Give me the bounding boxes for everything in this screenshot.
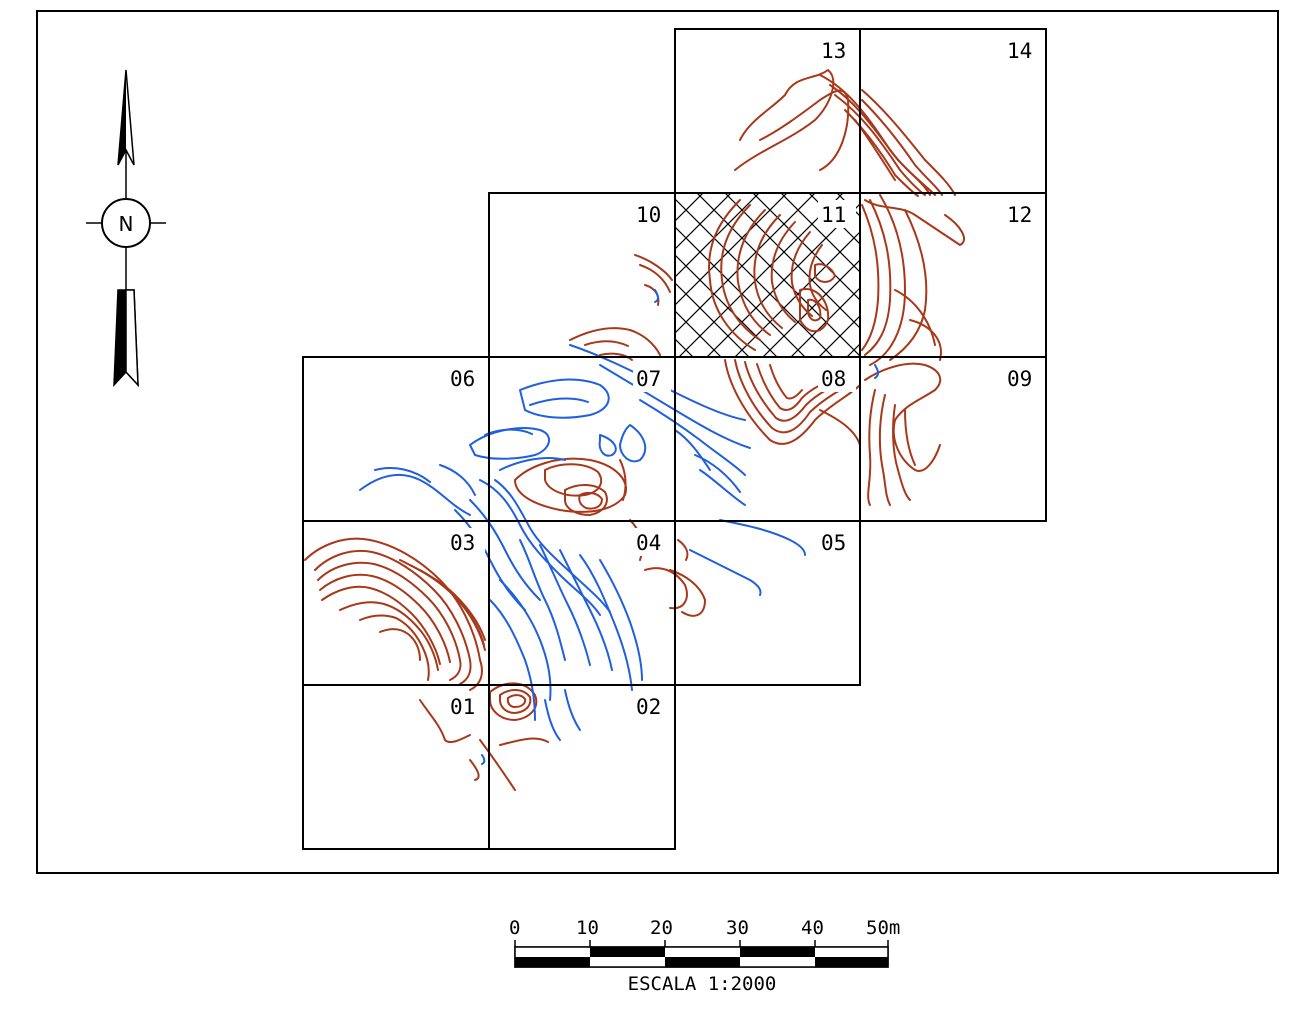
scale-tick-10: 10: [576, 917, 599, 939]
north-label: N: [119, 212, 134, 236]
tile-label-06: 06: [450, 367, 475, 391]
tile-label-03: 03: [450, 531, 475, 555]
tile-label-12: 12: [1007, 203, 1032, 227]
tile-label-02: 02: [636, 695, 661, 719]
tile-label-11: 11: [821, 203, 846, 227]
tile-14[interactable]: [859, 28, 1047, 194]
scale-tick-20: 20: [650, 917, 673, 939]
scale-tick-30: 30: [726, 917, 749, 939]
tile-label-10: 10: [636, 203, 661, 227]
contours-positive: [304, 69, 965, 791]
compass-circle-icon: [101, 198, 151, 248]
scale-bar: 0 10 20 30 40 50m ESCALA 1:2000: [509, 917, 900, 995]
tile-label-14: 14: [1007, 39, 1032, 63]
contours-negative: [359, 289, 879, 765]
tile-label-08: 08: [821, 367, 846, 391]
tile-label-13: 13: [821, 39, 846, 63]
tile-label-01: 01: [450, 695, 475, 719]
tile-label-05: 05: [821, 531, 846, 555]
tile-label-04: 04: [636, 531, 661, 555]
scale-tick-0: 0: [509, 917, 520, 939]
scale-caption: ESCALA 1:2000: [628, 973, 777, 995]
scale-tick-50: 50m: [866, 917, 900, 939]
north-arrow: N: [86, 69, 166, 388]
tile-label-07: 07: [636, 367, 661, 391]
scale-tick-40: 40: [801, 917, 824, 939]
tile-grid: [302, 28, 1047, 850]
map-border: [36, 10, 1279, 874]
tile-labels: 06 07 08 09 10 11 12 13 14 03 04 05 01 0…: [447, 36, 1042, 720]
tile-label-09: 09: [1007, 367, 1032, 391]
